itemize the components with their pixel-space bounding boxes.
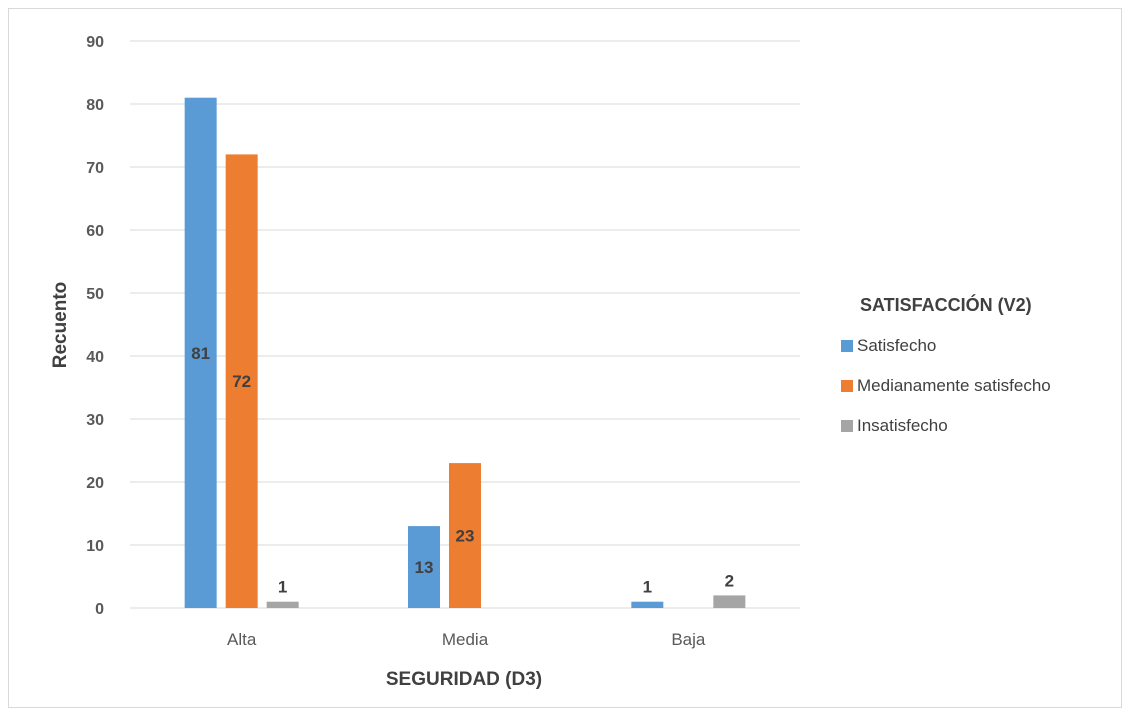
data-label: 2 [725,571,734,590]
data-label: 72 [232,372,251,391]
y-tick-label: 40 [86,349,104,366]
x-axis-title: SEGURIDAD (D3) [386,669,542,690]
y-tick-label: 10 [86,538,104,555]
y-tick-label: 50 [86,286,104,303]
legend-item-label: Satisfecho [857,336,936,355]
y-tick-label: 60 [86,223,104,240]
y-tick-label: 0 [95,601,104,618]
legend: SATISFACCIÓN (V2) Satisfecho Medianamente… [841,294,1051,435]
x-tick-label: Media [442,630,489,649]
x-tick-label: Baja [671,630,706,649]
bar-satisfecho-baja [631,601,664,608]
y-tick-label: 30 [86,412,104,429]
bar-medianamente-satisfecho-media [449,463,481,608]
data-label: 81 [191,344,210,363]
y-tick-label: 90 [86,34,104,51]
bar-insatisfecho-baja [713,595,746,608]
y-tick-label: 20 [86,475,104,492]
data-labels: 81 72 1 13 23 1 2 [191,344,734,597]
bar-satisfecho-alta [184,97,217,608]
data-label: 1 [643,578,652,597]
legend-swatch [841,380,853,392]
legend-item-label: Medianamente satisfecho [857,376,1051,395]
y-tick-label: 80 [86,97,104,114]
legend-swatch [841,340,853,352]
data-label: 13 [415,558,434,577]
bar-satisfecho-media [408,526,440,608]
bar-insatisfecho-alta [266,601,299,608]
data-label: 1 [278,578,287,597]
legend-item-label: Insatisfecho [857,416,948,435]
bar-medianamente-satisfecho-alta [225,154,258,608]
x-tick-label: Alta [227,630,257,649]
legend-swatch [841,420,853,432]
x-tick-labels: Alta Media Baja [227,630,706,649]
legend-title: SATISFACCIÓN (V2) [860,294,1032,315]
y-tick-labels: 0 10 20 30 40 50 60 70 80 90 [86,34,104,618]
data-label: 23 [456,527,475,546]
y-axis-title: Recuento [50,282,71,369]
y-tick-label: 70 [86,160,104,177]
bars [184,97,746,608]
